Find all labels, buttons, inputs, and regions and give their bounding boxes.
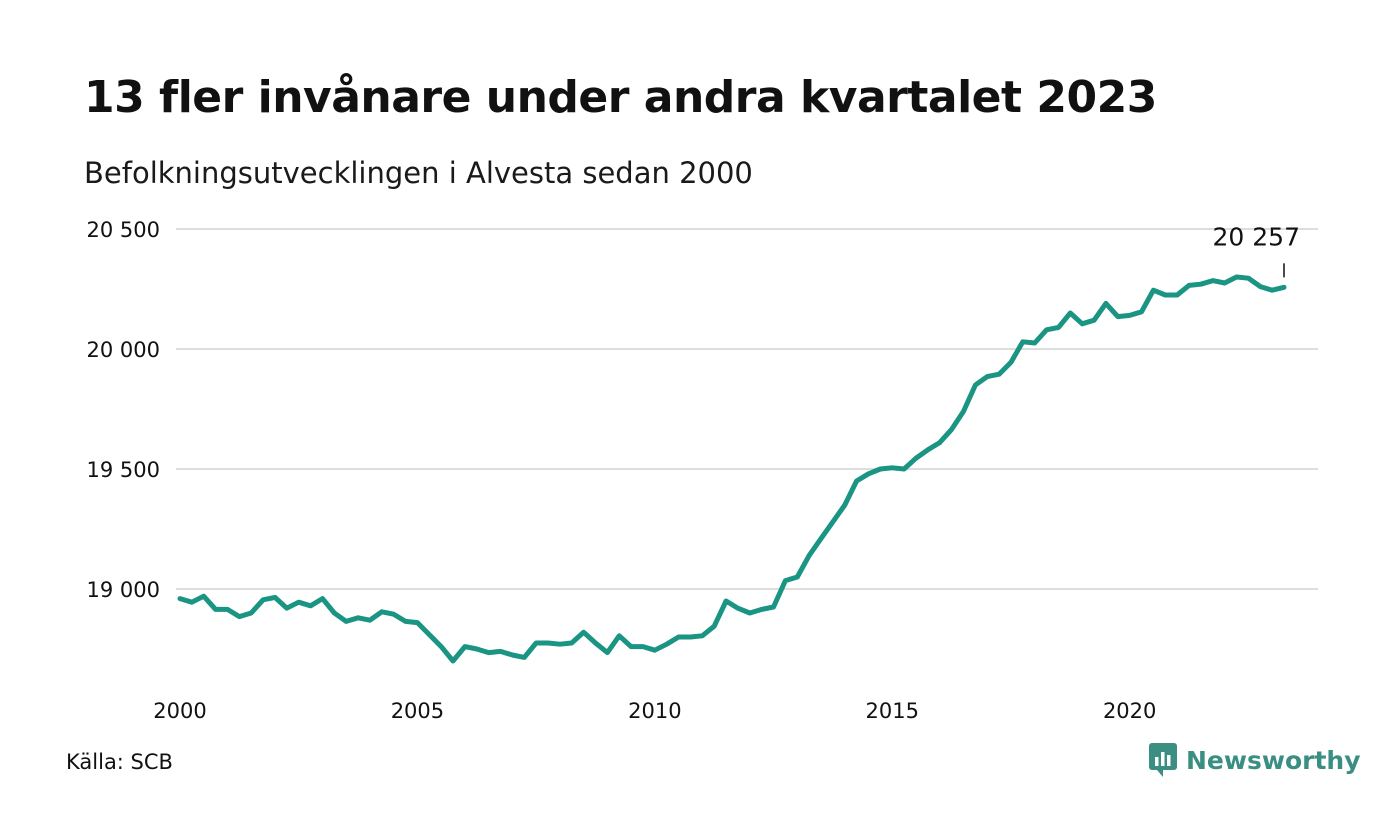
chart-subtitle: Befolkningsutvecklingen i Alvesta sedan …	[84, 156, 753, 190]
annotation-label: 20 257	[1213, 222, 1300, 251]
x-axis-tick-labels: 2000 2005 2010 2015 2020	[153, 699, 1156, 723]
population-line	[177, 274, 1287, 664]
y-tick-label: 20 000	[87, 338, 160, 362]
source-note: Källa: SCB	[66, 750, 173, 774]
brand-logo[interactable]: Newsworthy	[1148, 742, 1361, 778]
y-tick-label: 19 500	[87, 458, 160, 482]
series-layer	[177, 274, 1287, 664]
y-axis-tick-labels: 19 000 19 500 20 000 20 500	[87, 218, 160, 602]
chart-title: 13 fler invånare under andra kvartalet 2…	[84, 72, 1157, 123]
brand-name: Newsworthy	[1186, 745, 1361, 775]
x-tick-label: 2020	[1103, 699, 1156, 723]
x-tick-label: 2005	[391, 699, 444, 723]
y-tick-label: 20 500	[87, 218, 160, 242]
grid-lines	[176, 228, 1318, 590]
x-tick-label: 2015	[866, 699, 919, 723]
last-value-annotation: 20 257	[1213, 222, 1300, 278]
x-tick-label: 2000	[153, 699, 206, 723]
x-tick-label: 2010	[628, 699, 681, 723]
y-tick-label: 19 000	[87, 578, 160, 602]
newsworthy-logo-icon	[1149, 743, 1177, 777]
